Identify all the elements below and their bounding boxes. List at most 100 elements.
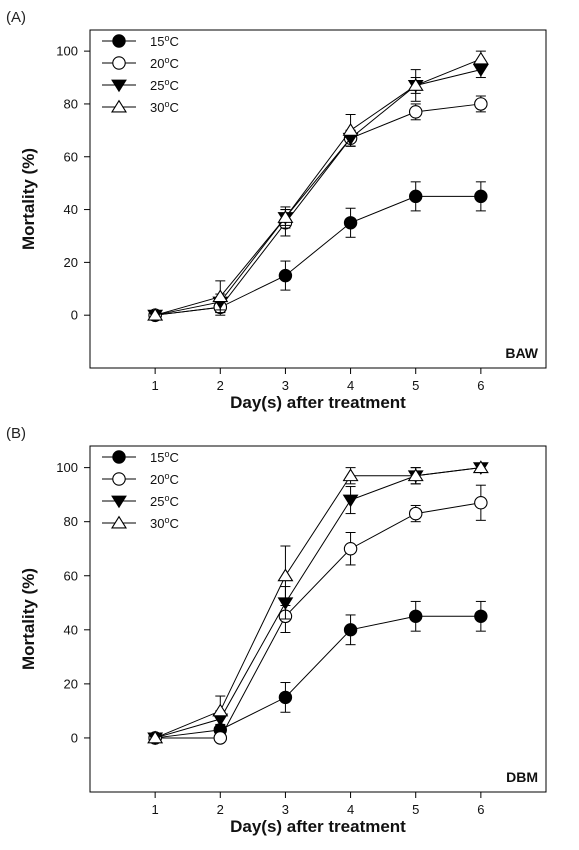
panel-b-x-axis-title: Day(s) after treatment <box>230 817 406 836</box>
panel-a-legend-item: 15oC <box>102 33 179 49</box>
panel-a-ytick-label: 60 <box>64 149 78 164</box>
panel-a-legend-marker <box>111 99 127 113</box>
panel-b-legend-item: 25oC <box>102 493 179 509</box>
panel-a-data-point <box>277 210 294 223</box>
panel-b-plot-frame <box>89 445 547 793</box>
panel-a-data-point <box>407 78 424 91</box>
panel-a-tag: BAW <box>505 345 538 361</box>
panel-b-data-point <box>474 496 488 510</box>
panel-b-data-point <box>407 468 424 482</box>
panel-a-legend-label: 15oC <box>150 33 179 49</box>
panel-a-ytick-label: 100 <box>56 44 78 59</box>
panel-b-y-axis-title: Mortality (%) <box>19 568 38 670</box>
panel-b-series-25 <box>147 462 489 746</box>
panel-a-data-point <box>147 307 164 321</box>
panel-b-ytick-label: 20 <box>64 676 78 691</box>
panel-a-series-20 <box>148 95 488 322</box>
panel-a-legend-label: 20oC <box>150 55 179 71</box>
panel-b-series-line <box>155 502 481 739</box>
panel-a-data-point <box>408 105 423 119</box>
panel-a-series-25 <box>147 61 489 323</box>
panel-b-ytick-label: 60 <box>64 568 78 583</box>
panel-b-legend-label: 20oC <box>150 471 179 487</box>
panel-a-plot-frame <box>89 29 547 369</box>
panel-b-xtick-label: 1 <box>152 802 159 817</box>
panel-a-label: (A) <box>6 9 26 26</box>
panel-a-legend-marker <box>112 34 126 48</box>
panel-b-series-20 <box>148 484 488 745</box>
panel-a-series-line <box>155 58 482 316</box>
panel-a-legend-item: 25oC <box>102 77 179 93</box>
panel-b-data-point <box>474 609 488 623</box>
panel-b-legend-marker <box>111 515 127 529</box>
panel-a-legend-label: 25oC <box>150 77 179 93</box>
panel-a-data-point <box>474 189 488 204</box>
panel-b-legend-label: 25oC <box>150 493 179 509</box>
panel-b-xtick-label: 3 <box>282 802 289 817</box>
panel-b-ytick-label: 80 <box>64 514 78 529</box>
panel-a-xtick-label: 5 <box>412 378 419 393</box>
panel-a-xtick-label: 1 <box>152 378 159 393</box>
panel-a-y-axis-title: Mortality (%) <box>19 148 38 250</box>
panel-b-ytick-label: 0 <box>71 730 78 745</box>
panel-a-x-axis-title: Day(s) after treatment <box>230 393 406 412</box>
panel-b-data-point <box>212 703 229 717</box>
panel-a-legend-item: 30oC <box>102 99 179 115</box>
panel-a-xtick-label: 6 <box>477 378 484 393</box>
panel-b-data-point <box>342 494 359 508</box>
panel-b-legend-label: 15oC <box>150 449 179 465</box>
panel-a-data-point <box>212 289 229 303</box>
panel-b-legend-marker <box>112 450 126 464</box>
panel-a-series-15 <box>148 181 488 322</box>
panel-a-series-line <box>155 69 481 316</box>
panel-b-series-30 <box>147 460 489 744</box>
panel-b-series-line <box>155 615 481 739</box>
panel-b-data-point <box>342 468 359 482</box>
panel-a-data-point <box>343 216 358 230</box>
panel-a-ytick-label: 20 <box>64 255 78 270</box>
panel-a-xtick-label: 4 <box>347 378 354 393</box>
panel-b-series-line <box>154 467 481 739</box>
panel-b-data-point <box>278 690 293 705</box>
panel-a-ytick-label: 40 <box>64 202 78 217</box>
panel-b-legend-item: 20oC <box>102 471 179 487</box>
panel-a-xtick-label: 2 <box>217 378 224 393</box>
panel-b-data-point <box>409 609 423 623</box>
panel-b-series-line <box>155 467 481 739</box>
panel-b-data-point <box>343 541 358 556</box>
panel-b-legend-item: 30oC <box>102 515 179 531</box>
panel-a-data-point <box>474 97 488 111</box>
panel-b-data-point <box>472 460 489 474</box>
panel-a-legend-label: 30oC <box>150 99 179 115</box>
panel-a-series-line <box>155 195 481 316</box>
panel-a-data-point <box>342 123 359 136</box>
panel-a-legend-item: 20oC <box>102 55 179 71</box>
panel-b-data-point <box>277 568 294 582</box>
panel-b-chart: (B) 0 20 40 60 80 100 1 2 3 4 5 6 Day(s) after treatm… <box>6 425 547 836</box>
panel-b-xtick-label: 4 <box>347 802 354 817</box>
panel-b-xtick-label: 2 <box>217 802 224 817</box>
panel-b-data-point <box>408 506 423 521</box>
panel-b-xtick-label: 5 <box>412 802 419 817</box>
panel-a-legend-marker <box>112 56 126 70</box>
panel-a-ytick-label: 0 <box>71 308 78 323</box>
panel-a-xtick-label: 3 <box>282 378 289 393</box>
panel-b-series-15 <box>148 600 488 745</box>
panel-a-legend-marker <box>111 79 127 93</box>
panel-a-ytick-label: 80 <box>64 96 78 111</box>
panel-b-legend-marker <box>111 495 127 509</box>
panel-b-ytick-label: 100 <box>56 460 78 475</box>
panel-a-chart: (A) 0 20 40 60 80 100 1 2 3 4 5 6 Day(s) after treatm… <box>6 9 547 412</box>
panel-a-legend: 15oC 20oC 25oC 30oC <box>102 33 179 115</box>
panel-b-data-point <box>343 623 358 637</box>
panel-b-tag: DBM <box>506 769 538 785</box>
panel-b-legend-item: 15oC <box>102 449 179 465</box>
panel-a-series-line <box>155 103 481 316</box>
panel-b-data-point <box>147 730 164 744</box>
panel-b-label: (B) <box>6 425 26 442</box>
panel-b-legend-label: 30oC <box>150 515 179 531</box>
panel-b-legend-marker <box>112 472 126 486</box>
panel-b-ytick-label: 40 <box>64 622 78 637</box>
panel-b-legend: 15oC 20oC 25oC 30oC <box>102 449 179 531</box>
